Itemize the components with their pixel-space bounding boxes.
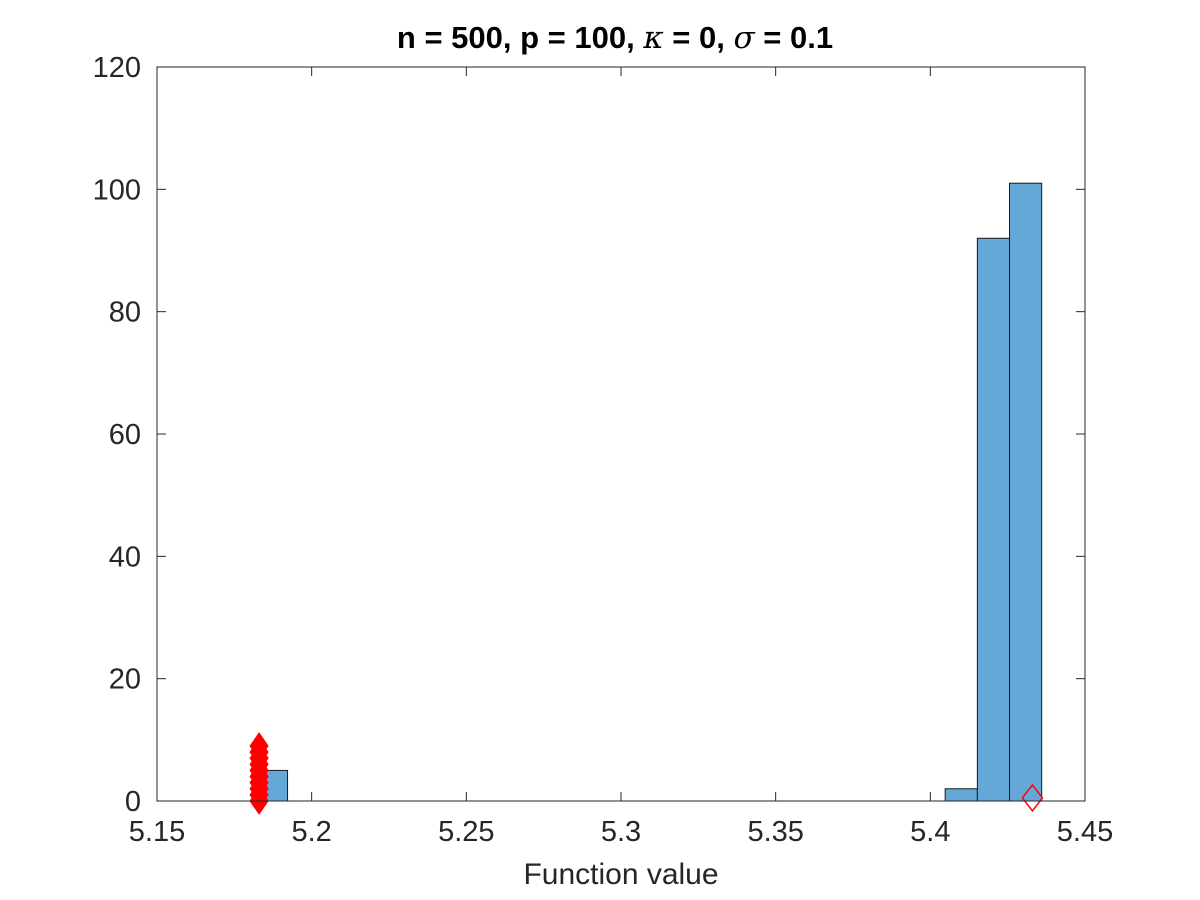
x-tick-label-0: 5.15 xyxy=(129,816,185,848)
x-tick-label-1: 5.2 xyxy=(292,816,332,848)
x-tick-label-3: 5.3 xyxy=(601,816,641,848)
y-tick-label-6: 120 xyxy=(93,52,141,84)
chart-title: n = 500, p = 100, κ = 0, σ = 0.1 xyxy=(397,20,833,56)
y-tick-label-4: 80 xyxy=(109,297,141,329)
x-axis-label: Function value xyxy=(523,858,718,891)
y-tick-label-0: 0 xyxy=(125,786,141,818)
x-ticks: 5.15 5.2 5.25 5.3 5.35 5.4 5.45 xyxy=(129,67,1113,848)
marker-open-0 xyxy=(1021,783,1044,813)
histogram-bar-2 xyxy=(976,237,1011,802)
marker-filled-9 xyxy=(249,732,269,760)
y-tick-label-1: 20 xyxy=(109,664,141,696)
plot-frame xyxy=(156,66,1086,802)
y-ticks: 0 20 40 60 80 100 120 xyxy=(93,52,1085,818)
y-tick-label-2: 40 xyxy=(109,541,141,573)
x-tick-label-2: 5.25 xyxy=(438,816,494,848)
axes xyxy=(156,66,1086,802)
x-tick-label-5: 5.4 xyxy=(910,816,950,848)
histogram-bars xyxy=(254,182,1043,802)
y-tick-label-3: 60 xyxy=(109,419,141,451)
histogram-bar-3 xyxy=(1009,182,1043,802)
y-tick-label-5: 100 xyxy=(93,174,141,206)
marker-points xyxy=(249,732,1044,815)
x-tick-label-6: 5.45 xyxy=(1057,816,1113,848)
x-tick-label-4: 5.35 xyxy=(747,816,803,848)
histogram-bar-1 xyxy=(944,788,978,802)
